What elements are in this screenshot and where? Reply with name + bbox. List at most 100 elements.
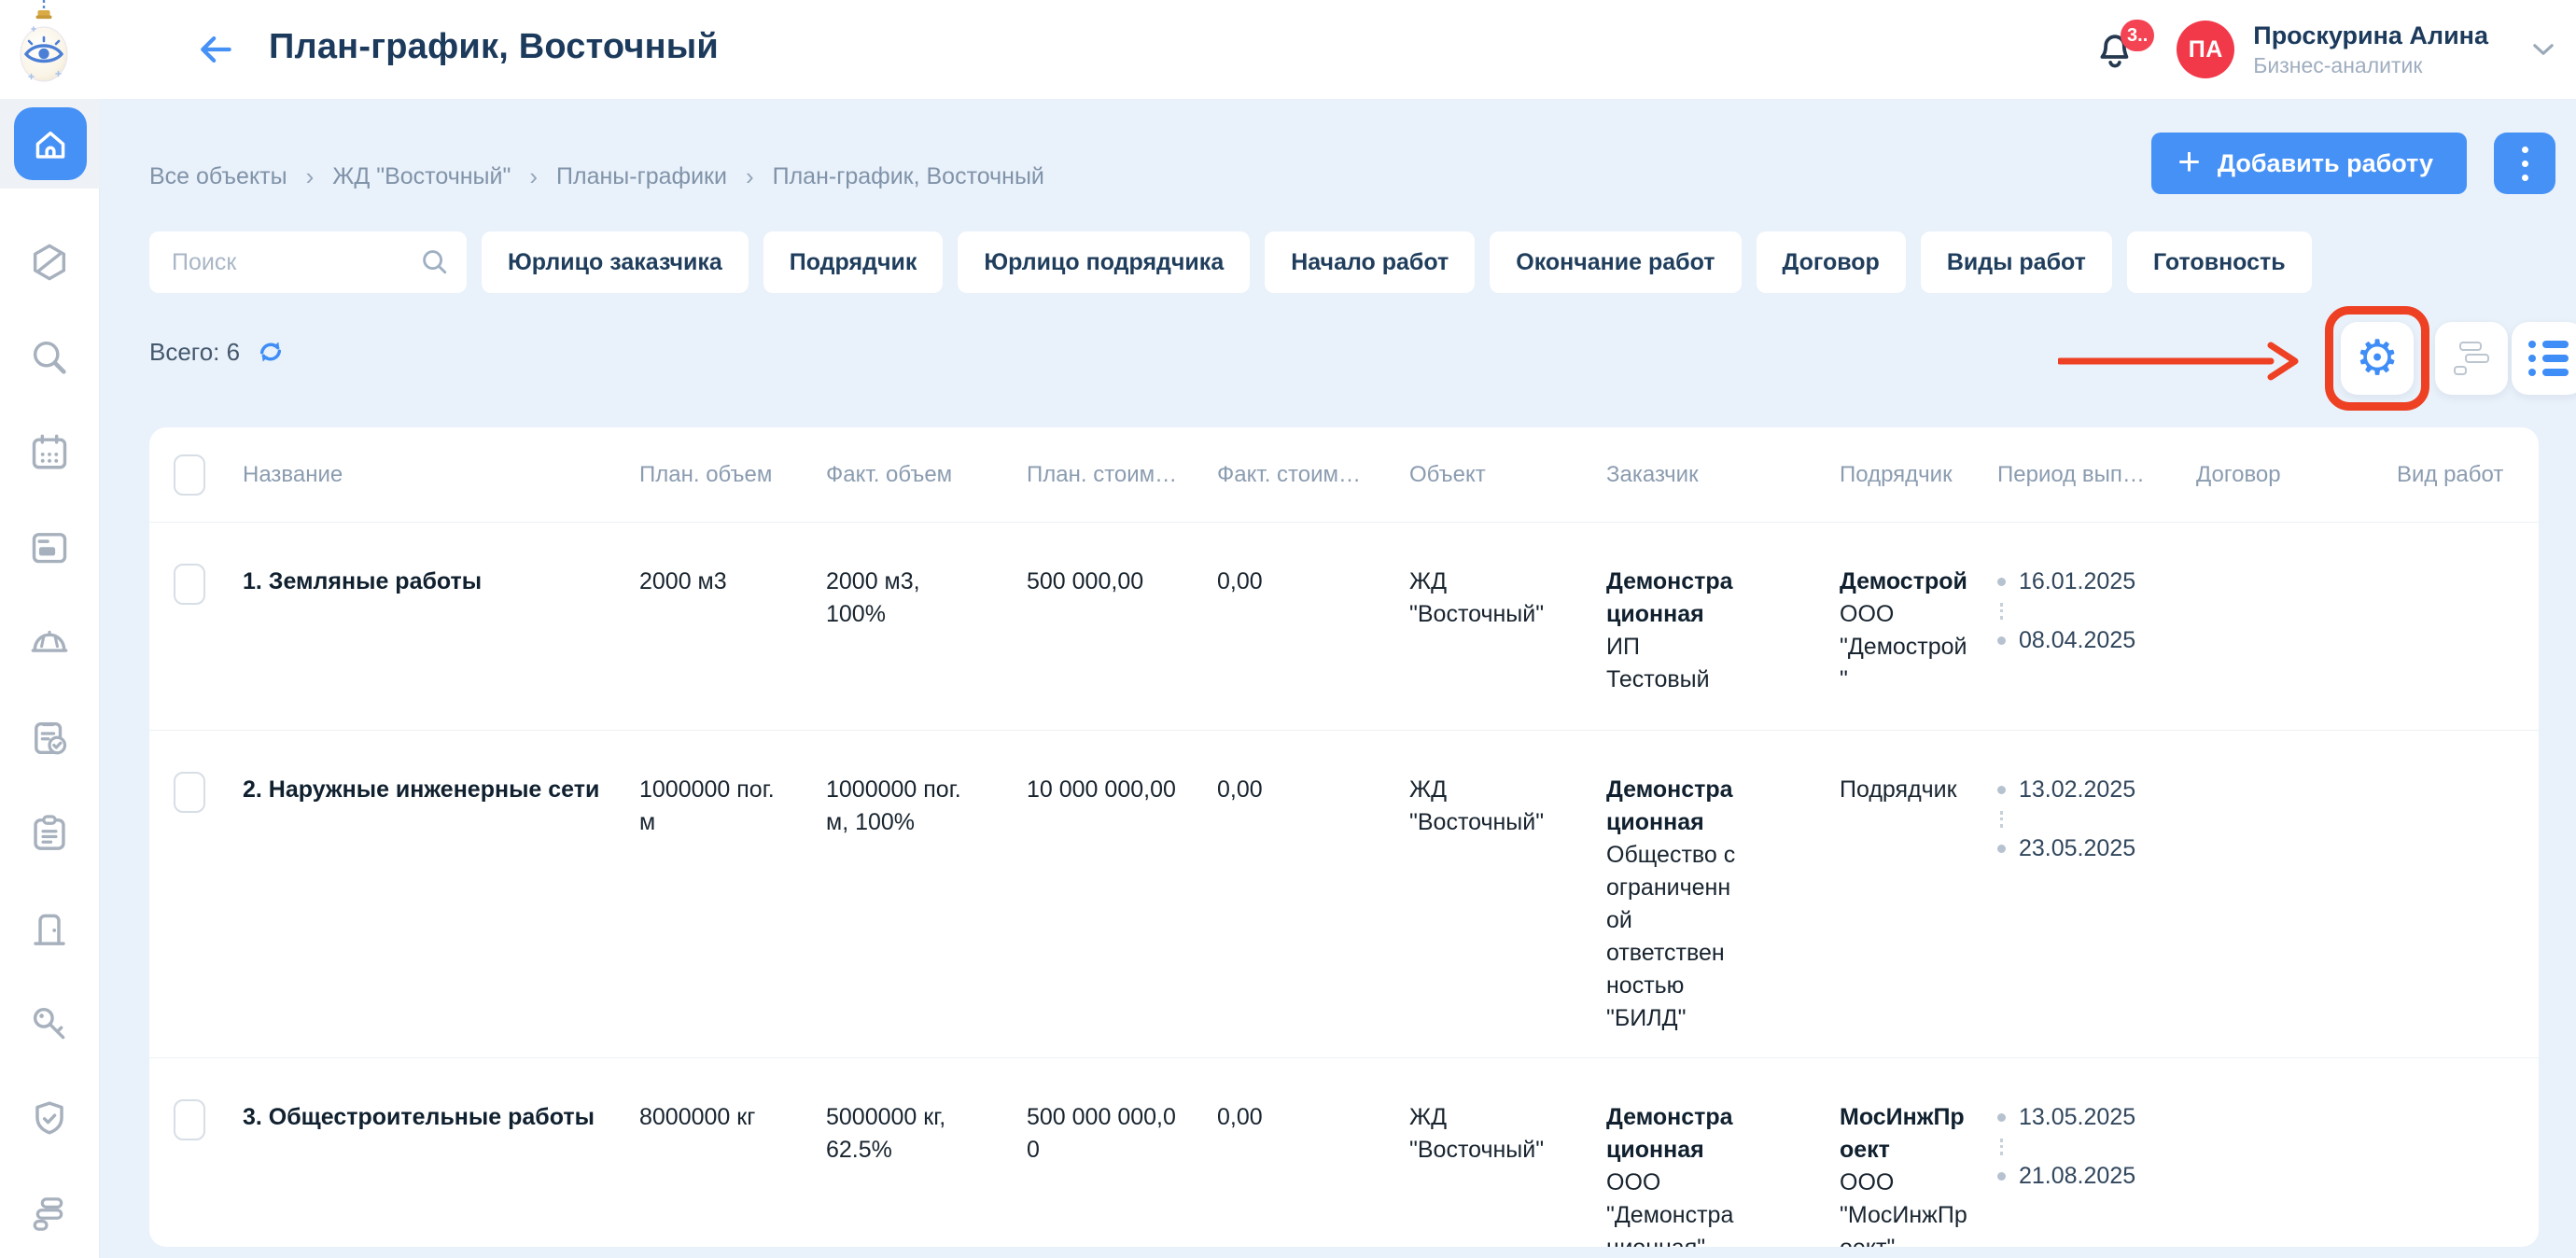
avatar: ПА: [2177, 21, 2235, 78]
sidebar-item-door[interactable]: [28, 907, 71, 950]
cell-name: 3. Общестроительные работы: [243, 1104, 595, 1130]
sidebar-item-shield[interactable]: [28, 1097, 71, 1140]
kebab-dot: [2521, 146, 2528, 153]
filter-chip-work-types[interactable]: Виды работ: [1920, 231, 2112, 293]
sidebar-item-helmet[interactable]: [28, 622, 71, 664]
col-name: Название: [243, 461, 343, 487]
filter-chip-work-start[interactable]: Начало работ: [1265, 231, 1476, 293]
timeline-dot-icon: [1997, 845, 2006, 853]
refresh-button[interactable]: [255, 336, 287, 368]
table-row[interactable]: 3. Общестроительные работы 8000000 кг 50…: [149, 1057, 2539, 1247]
row-checkbox[interactable]: [174, 564, 205, 605]
work-table: Название План. объем Факт. объем План. с…: [149, 427, 2539, 1247]
cell-fact-volume: 1000000 пог. м, 100%: [826, 776, 961, 835]
contractor-name: МосИнжПроект: [1840, 1104, 1965, 1163]
header-right: 3.. ПА Проскурина Алина Бизнес-аналитик: [2089, 0, 2559, 99]
cell-contractor: Демострой ООО "Демострой": [1840, 523, 1997, 719]
kebab-dot: [2521, 174, 2528, 181]
breadcrumb-item-object[interactable]: ЖД "Восточный": [332, 163, 511, 189]
helmet-icon: [31, 630, 68, 652]
filter-chip-readiness[interactable]: Готовность: [2126, 231, 2312, 293]
sidebar-item-report-check[interactable]: [28, 717, 71, 760]
sidebar-item-gantt[interactable]: [28, 1193, 71, 1236]
period-start: 13.02.2025: [2019, 776, 2136, 803]
total-count: Всего: 6: [149, 337, 241, 366]
cell-customer: Демонстрационная ИП Тестовый: [1606, 523, 1840, 719]
breadcrumb-item-all-objects[interactable]: Все объекты: [149, 163, 287, 189]
breadcrumb-separator: ›: [529, 162, 539, 190]
timeline-dot-icon: [1997, 1113, 2006, 1122]
cell-customer: Демонстрационная ООО "Демонстрационная": [1606, 1058, 1840, 1247]
period-end: 21.08.2025: [2019, 1163, 2136, 1189]
notifications-button[interactable]: 3..: [2089, 20, 2155, 76]
gantt-view-button[interactable]: [2435, 322, 2508, 395]
cell-plan-cost: 10 000 000,00: [1027, 776, 1176, 803]
user-role: Бизнес-аналитик: [2253, 52, 2423, 77]
table-row[interactable]: 1. Земляные работы 2000 м3 2000 м3, 100%…: [149, 523, 2539, 730]
row-checkbox[interactable]: [174, 772, 205, 813]
search-icon: [418, 245, 452, 284]
cell-name: 1. Земляные работы: [243, 568, 483, 594]
sidebar-item-home[interactable]: [13, 107, 87, 180]
period-end: 23.05.2025: [2019, 835, 2136, 861]
blocked-hexagon-icon: [33, 244, 66, 281]
annotation-arrow: [2058, 342, 2299, 381]
contractor-entity: Подрядчик: [1840, 776, 1957, 803]
sidebar-item-calendar[interactable]: [28, 431, 71, 474]
add-work-button[interactable]: + Добавить работу: [2151, 133, 2467, 194]
row-checkbox[interactable]: [174, 1099, 205, 1140]
cell-fact-volume: 2000 м3, 100%: [826, 568, 920, 627]
back-arrow-icon: [201, 35, 231, 63]
user-info: Проскурина Алина Бизнес-аналитик: [2253, 21, 2488, 78]
sidebar-item-blocked[interactable]: [28, 241, 71, 284]
key-icon: [33, 1007, 65, 1040]
plus-icon: +: [2177, 139, 2201, 183]
col-plan-volume: План. объем: [639, 461, 773, 487]
table-row[interactable]: 2. Наружные инженерные сети 1000000 пог.…: [149, 730, 2539, 1057]
breadcrumb-item-plans[interactable]: Планы-графики: [556, 163, 727, 189]
customer-name: Демонстрационная: [1606, 568, 1733, 627]
period-start: 13.05.2025: [2019, 1104, 2136, 1130]
col-object: Объект: [1409, 461, 1486, 487]
sidebar-item-card[interactable]: [28, 526, 71, 569]
back-button[interactable]: [192, 26, 239, 73]
filter-chip-contract[interactable]: Договор: [1756, 231, 1906, 293]
sidebar-item-key[interactable]: [28, 1002, 71, 1045]
sidebar-icons: [0, 241, 99, 1236]
timeline-dot-icon: [1997, 786, 2006, 794]
cell-name: 2. Наружные инженерные сети: [243, 776, 600, 803]
cell-period: 13.05.2025 21.08.2025: [1997, 1058, 2196, 1215]
notification-badge: 3..: [2121, 20, 2155, 51]
col-customer: Заказчик: [1606, 461, 1699, 487]
contractor-name: Демострой: [1840, 568, 1967, 594]
list-view-button[interactable]: [2512, 322, 2576, 395]
calendar-icon: [32, 434, 67, 469]
cell-work-type: [2397, 523, 2539, 588]
cell-fact-cost: 0,00: [1217, 1104, 1263, 1130]
contractor-entity: ООО "Демострой": [1840, 601, 1967, 692]
customer-name: Демонстрационная: [1606, 776, 1733, 835]
cell-plan-volume: 8000000 кг: [639, 1104, 756, 1130]
breadcrumb: Все объекты › ЖД "Восточный" › Планы-гра…: [149, 162, 1044, 191]
col-period: Период вып…: [1997, 461, 2145, 487]
breadcrumb-separator: ›: [305, 162, 315, 190]
filter-chip-work-end[interactable]: Окончание работ: [1490, 231, 1742, 293]
home-icon: [35, 131, 64, 159]
gantt-view-icon: [2450, 340, 2493, 377]
filter-chip-contractor[interactable]: Подрядчик: [763, 231, 944, 293]
filter-chip-customer-entity[interactable]: Юрлицо заказчика: [482, 231, 749, 293]
door-icon: [34, 914, 65, 945]
user-menu[interactable]: ПА Проскурина Алина Бизнес-аналитик: [2177, 21, 2559, 78]
sidebar-item-clipboard[interactable]: [28, 812, 71, 855]
cell-customer: Демонстрационная Общество с ограниченной…: [1606, 731, 1840, 1057]
list-view-icon: [2527, 341, 2569, 376]
more-actions-button[interactable]: [2494, 133, 2555, 194]
sidebar-item-home-active: [0, 99, 100, 189]
sidebar-item-search[interactable]: [28, 336, 71, 379]
col-fact-volume: Факт. объем: [826, 461, 953, 487]
filter-chip-contractor-entity[interactable]: Юрлицо подрядчика: [958, 231, 1251, 293]
select-all-checkbox[interactable]: [174, 454, 205, 496]
search-input[interactable]: [149, 231, 467, 293]
table-settings-button[interactable]: ⚙: [2341, 322, 2414, 395]
